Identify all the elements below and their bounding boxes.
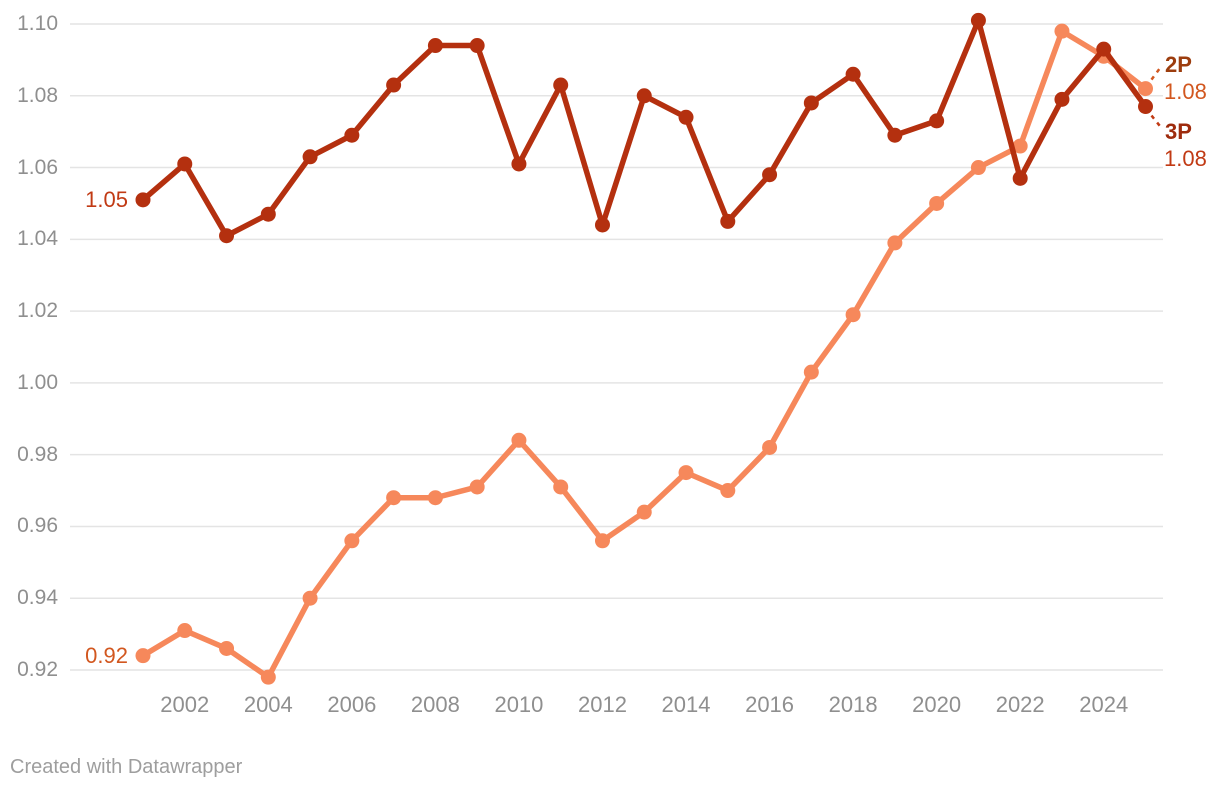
data-point-2P-2007 <box>386 490 402 506</box>
data-point-2P-2003 <box>219 640 235 656</box>
data-point-2P-2002 <box>177 623 193 639</box>
data-point-3P-2001 <box>135 192 151 208</box>
x-axis-tick-label: 2010 <box>494 692 544 717</box>
end-label-connector-2p <box>1150 65 1163 81</box>
data-point-2P-2010 <box>511 432 527 448</box>
series-end-value-3p: 1.08 <box>1164 146 1207 171</box>
data-point-2P-2016 <box>762 439 778 455</box>
y-axis-tick-label: 0.92 <box>17 658 58 681</box>
data-point-3P-2017 <box>803 95 819 111</box>
data-point-3P-2012 <box>594 217 610 233</box>
y-axis-tick-label: 1.06 <box>17 155 58 179</box>
data-point-3P-2011 <box>553 77 569 93</box>
x-axis-tick-label: 2006 <box>327 692 377 717</box>
data-point-2P-2013 <box>636 504 652 520</box>
x-axis-tick-label: 2024 <box>1079 692 1129 717</box>
data-point-2P-2015 <box>720 483 736 499</box>
data-point-3P-2010 <box>511 156 527 172</box>
data-point-3P-2025 <box>1138 99 1153 115</box>
data-point-3P-2005 <box>302 149 318 165</box>
data-point-2P-2012 <box>594 533 610 549</box>
data-point-2P-2017 <box>803 364 819 380</box>
x-axis-tick-label: 2004 <box>243 692 293 717</box>
data-point-3P-2014 <box>678 109 694 125</box>
y-axis-tick-label: 1.08 <box>17 83 58 107</box>
data-point-3P-2003 <box>219 228 235 244</box>
x-axis-tick-label: 2012 <box>577 692 627 717</box>
data-point-2P-2011 <box>553 479 569 495</box>
end-label-connector-3p <box>1150 114 1163 129</box>
data-point-2P-2006 <box>344 533 360 549</box>
x-axis-tick-label: 2002 <box>160 692 210 717</box>
data-point-2P-2014 <box>678 465 694 481</box>
data-point-3P-2019 <box>887 127 903 143</box>
x-axis-tick-label: 2008 <box>410 692 460 717</box>
series-end-name-3p: 3P <box>1165 119 1192 144</box>
y-axis-tick-label: 1.00 <box>17 370 58 394</box>
data-point-2P-2023 <box>1054 23 1070 39</box>
data-point-3P-2009 <box>469 38 485 54</box>
data-point-3P-2007 <box>386 77 402 93</box>
data-point-3P-2022 <box>1012 170 1028 186</box>
data-point-3P-2008 <box>427 38 443 54</box>
chart-canvas <box>70 12 1163 685</box>
series-line-3P <box>140 17 1149 239</box>
x-axis-tick-label: 2018 <box>828 692 878 717</box>
data-point-3P-2015 <box>720 213 736 229</box>
data-point-3P-2013 <box>636 88 652 104</box>
y-axis-tick-label: 1.04 <box>17 227 58 251</box>
data-point-2P-2001 <box>135 648 151 664</box>
y-axis-tick-label: 0.96 <box>17 514 58 538</box>
y-axis-tick-label: 0.98 <box>17 442 58 466</box>
x-axis-tick-label: 2022 <box>995 692 1045 717</box>
series-end-name-2p: 2P <box>1165 52 1192 77</box>
y-axis-tick-label: 0.94 <box>17 586 58 610</box>
data-point-2P-2008 <box>427 490 443 506</box>
series-start-label-3p: 1.05 <box>85 186 128 212</box>
data-point-2P-2018 <box>845 307 861 323</box>
data-point-2P-2025 <box>1138 81 1153 97</box>
x-axis-tick-label: 2014 <box>661 692 711 717</box>
data-point-2P-2009 <box>469 479 485 495</box>
data-point-2P-2020 <box>929 195 945 211</box>
x-axis-tick-label: 2020 <box>912 692 962 717</box>
datawrapper-credit: Created with Datawrapper <box>10 756 243 778</box>
x-axis-tick-label: 2016 <box>745 692 795 717</box>
data-point-3P-2006 <box>344 127 360 143</box>
data-point-2P-2019 <box>887 235 903 251</box>
series-line-2P <box>140 28 1149 680</box>
data-point-3P-2004 <box>260 206 276 222</box>
data-point-2P-2004 <box>260 669 276 685</box>
y-axis-tick-label: 1.10 <box>17 12 58 35</box>
data-point-2P-2022 <box>1012 138 1028 154</box>
data-point-3P-2002 <box>177 156 193 172</box>
data-point-3P-2018 <box>845 66 861 82</box>
data-point-3P-2024 <box>1096 41 1112 57</box>
series-start-label-2p: 0.92 <box>85 642 128 668</box>
data-point-3P-2023 <box>1054 91 1070 107</box>
data-point-3P-2016 <box>762 167 778 183</box>
data-point-3P-2021 <box>970 12 986 28</box>
data-point-2P-2005 <box>302 590 318 606</box>
data-point-2P-2021 <box>970 160 986 176</box>
y-axis-tick-label: 1.02 <box>17 299 58 323</box>
data-point-3P-2020 <box>929 113 945 129</box>
series-end-value-2p: 1.08 <box>1164 79 1207 104</box>
